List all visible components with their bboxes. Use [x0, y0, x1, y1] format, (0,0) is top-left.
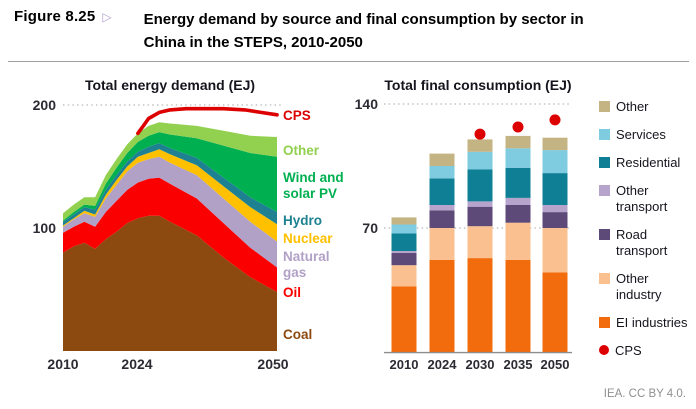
legend-item-ei-industries: EI industries [599, 315, 694, 331]
legend-item-nuclear: Nuclear [283, 231, 333, 246]
bar-2030-services [467, 151, 493, 170]
bar-2050-road-transport [542, 212, 568, 228]
consumption-legend: Other Services Residential Other transpo… [599, 99, 694, 359]
right-xtick-2024: 2024 [427, 357, 457, 372]
bar-2010-ei-industries [391, 286, 417, 352]
cps-dot-2030 [474, 128, 486, 140]
legend-item-cps: CPS [599, 343, 694, 359]
ei-industries-swatch [599, 317, 610, 328]
road-transport-swatch [599, 229, 610, 240]
cps-line [136, 106, 279, 136]
bar-2035-residential [505, 167, 531, 198]
bar-2010-road-transport [391, 252, 417, 266]
bar-2050-ei-industries [542, 272, 568, 352]
bar-2035-other [505, 135, 531, 149]
legend-item-coal: Coal [283, 327, 313, 342]
bar-2024-other [429, 153, 455, 166]
bar-2030-residential [467, 169, 493, 202]
bar-2030-other [467, 139, 493, 152]
left-xtick-2050: 2050 [257, 356, 289, 372]
bar-2035-ei-industries [505, 259, 531, 352]
area-nuclear [63, 149, 277, 242]
services-swatch [599, 129, 610, 140]
right-xtick-2030: 2030 [465, 357, 495, 372]
cps-dot-2050 [549, 114, 561, 126]
left-ytick-100: 100 [32, 220, 56, 236]
bar-2010-services [391, 224, 417, 234]
bar-2024-ei-industries [429, 259, 455, 352]
bar-2050-services [542, 150, 568, 174]
bar-2030-ei-industries [467, 258, 493, 352]
area-wind-solar [63, 132, 277, 222]
legend-item-other-transport: Other transport [599, 183, 694, 215]
other-swatch [599, 101, 610, 112]
bar-2024-road-transport [429, 210, 455, 228]
figure-marker-icon: ▷ [102, 10, 112, 24]
cps-dot-icon [599, 345, 609, 355]
legend-item-other-industry: Other industry [599, 271, 694, 303]
legend-item-residential: Residential [599, 155, 694, 171]
left-chart-title: Total energy demand (EJ) [84, 77, 256, 93]
left-xtick-2010: 2010 [47, 356, 79, 372]
bar-2050-other-transport [542, 205, 568, 213]
divider-line [8, 61, 689, 62]
area-coal [63, 215, 277, 351]
bar-2024-other-transport [429, 205, 455, 211]
bar-2050-other-industry [542, 228, 568, 273]
right-xtick-2010: 2010 [389, 357, 419, 372]
legend-item-oil: Oil [283, 285, 302, 300]
left-xtick-2024: 2024 [121, 356, 153, 372]
figure-header: Figure 8.25 ▷ Energy demand by source an… [14, 8, 599, 55]
energy-demand-legend: CPS Other Wind and solar PV Hydro Nuclea… [283, 0, 347, 360]
bar-2010-other-transport [391, 251, 417, 253]
bar-2024-residential [429, 178, 455, 205]
bar-2035-services [505, 148, 531, 168]
right-xtick-2050: 2050 [540, 357, 570, 372]
bar-2010-other-industry [391, 265, 417, 287]
bar-2050-residential [542, 173, 568, 205]
figure-label: Figure 8.25 [14, 8, 96, 25]
legend-item-cps: CPS [283, 108, 311, 123]
bar-2035-other-industry [505, 222, 531, 260]
bar-2030-other-industry [467, 226, 493, 259]
bar-2050-other [542, 137, 568, 151]
residential-swatch [599, 157, 610, 168]
legend-item-road-transport: Road transport [599, 227, 694, 259]
right-xtick-2035: 2035 [503, 357, 533, 372]
bar-2010-other [391, 217, 417, 225]
legend-item-wind-solar: Wind and solar PV [283, 170, 344, 202]
other-transport-swatch [599, 185, 610, 196]
cps-dot-2035 [512, 121, 524, 133]
right-ytick-70: 70 [362, 220, 378, 236]
bar-2035-other-transport [505, 197, 531, 205]
area-natural-gas [63, 156, 277, 268]
bar-2035-road-transport [505, 205, 531, 223]
bar-2030-other-transport [467, 201, 493, 207]
bar-2024-other-industry [429, 228, 455, 260]
legend-item-hydro: Hydro [283, 213, 323, 228]
area-oil [63, 177, 277, 292]
legend-item-natural-gas: Natural gas [283, 249, 330, 281]
legend-item-other: Other [599, 99, 694, 115]
left-ytick-200: 200 [32, 97, 56, 113]
right-ytick-140: 140 [354, 96, 378, 112]
bar-2024-services [429, 166, 455, 179]
legend-item-other: Other [283, 143, 320, 158]
right-chart-title: Total final consumption (EJ) [384, 77, 572, 93]
bar-2010-residential [391, 233, 417, 251]
bar-2030-road-transport [467, 206, 493, 227]
credit-text: IEA. CC BY 4.0. [603, 388, 686, 400]
figure-title: Energy demand by source and final consum… [143, 11, 584, 52]
legend-item-services: Services [599, 127, 694, 143]
other-industry-swatch [599, 273, 610, 284]
